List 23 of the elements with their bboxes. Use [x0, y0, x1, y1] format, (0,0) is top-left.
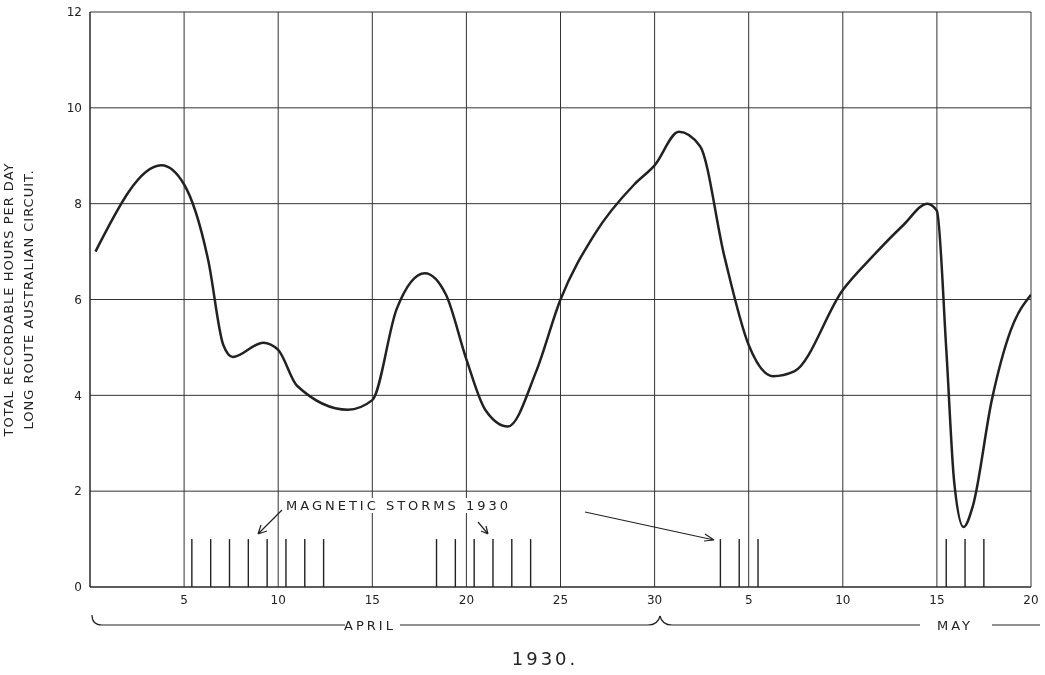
x-tick-label: 25	[552, 592, 569, 607]
x-tick-label: 15	[364, 592, 380, 607]
x-tick-label: 20	[1023, 592, 1039, 607]
y-tick-label: 10	[66, 101, 82, 116]
y-tick-label: 2	[74, 484, 82, 499]
y-axis-title: TOTAL RECORDABLE HOURS PER DAY LONG ROUTE AUSTRALIAN CIRCUIT.	[1, 162, 36, 438]
x-tick-label: 15	[929, 592, 945, 607]
y-tick-label: 6	[74, 292, 82, 307]
x-tick-label: 20	[458, 592, 475, 607]
text: APRIL	[343, 618, 397, 633]
x-tick-label: 5	[744, 592, 753, 607]
line-series	[94, 130, 1031, 529]
x-tick-label: 10	[270, 592, 286, 607]
y-tick-label: 0	[74, 580, 82, 595]
y-tick-label: 12	[66, 5, 82, 20]
y-tick-label: 8	[74, 196, 82, 211]
text: 1930.	[510, 648, 580, 669]
annotation: MAGNETIC STORMS 1930	[284, 498, 514, 513]
x-tick-label: 10	[835, 592, 851, 607]
text: MAY	[936, 618, 974, 633]
x-tick-label: 5	[180, 592, 188, 607]
y-tick-label: 4	[74, 388, 82, 403]
x-tick-label: 30	[646, 592, 663, 607]
